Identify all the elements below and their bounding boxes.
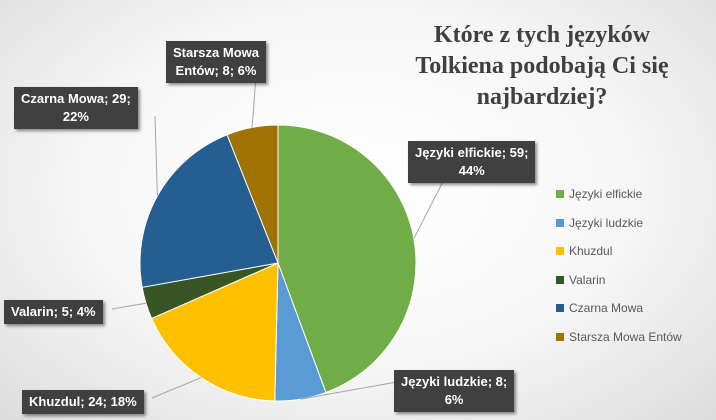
legend-swatch-czarna-mowa — [556, 304, 564, 313]
chart-title: Które z tych języków Tolkiena podobają C… — [415, 22, 669, 110]
data-label-czarna-mowa: Czarna Mowa; 29; 22% — [14, 87, 138, 129]
legend-label-jezyki-elfickie: Języki elfickie — [569, 187, 643, 202]
leader-line-valarin — [111, 302, 147, 310]
legend-item-czarna-mowa: Czarna Mowa — [556, 294, 712, 323]
legend-label-khuzdul: Khuzdul — [569, 244, 613, 259]
legend-swatch-jezyki-elfickie — [556, 190, 564, 199]
data-label-valarin: Valarin; 5; 4% — [4, 300, 103, 324]
chart-legend: Języki elfickie Języki ludzkie Khuzdul V… — [556, 180, 712, 351]
legend-item-starsza-mowa-entow: Starsza Mowa Entów — [556, 323, 712, 352]
leader-line-starsza-mowa-entow — [251, 75, 257, 128]
legend-swatch-jezyki-ludzkie — [556, 218, 564, 227]
data-label-starsza-mowa-entow: Starsza Mowa Entów; 8; 6% — [166, 41, 266, 83]
data-label-jezyki-elfickie: Języki elfickie; 59; 44% — [408, 141, 536, 183]
legend-swatch-khuzdul — [556, 247, 564, 256]
legend-item-jezyki-elfickie: Języki elfickie — [556, 180, 712, 209]
legend-label-jezyki-ludzkie: Języki ludzkie — [569, 215, 644, 230]
legend-swatch-starsza-mowa-entow — [556, 332, 564, 341]
legend-label-valarin: Valarin — [569, 272, 606, 287]
data-label-khuzdul: Khuzdul; 24; 18% — [22, 390, 144, 414]
legend-item-jezyki-ludzkie: Języki ludzkie — [556, 209, 712, 238]
legend-swatch-valarin — [556, 275, 564, 284]
leader-line-khuzdul — [151, 377, 202, 399]
legend-label-czarna-mowa: Czarna Mowa — [569, 301, 644, 316]
data-label-jezyki-ludzkie: Języki ludzkie; 8; 6% — [394, 370, 515, 412]
legend-label-starsza-mowa-entow: Starsza Mowa Entów — [569, 329, 682, 344]
leader-line-czarna-mowa — [154, 115, 158, 196]
legend-item-khuzdul: Khuzdul — [556, 237, 712, 266]
legend-item-valarin: Valarin — [556, 266, 712, 295]
leader-line-jezyki-ludzkie — [300, 379, 409, 400]
